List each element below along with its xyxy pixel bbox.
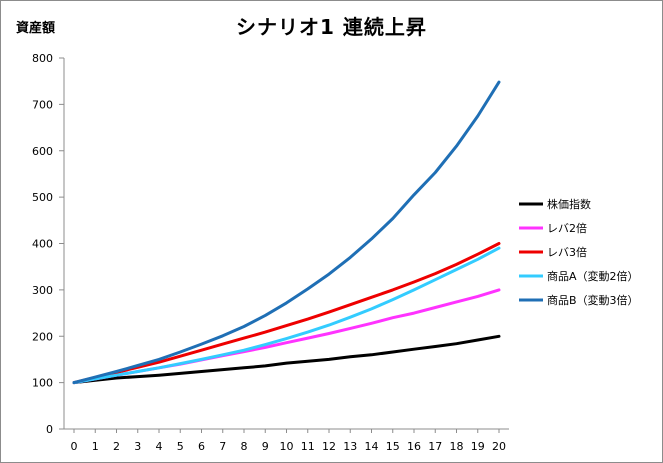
series-line-4 bbox=[72, 246, 501, 385]
x-tick-label: 7 bbox=[219, 440, 226, 453]
x-tick-label: 5 bbox=[177, 440, 184, 453]
y-tick-label: 800 bbox=[32, 52, 53, 65]
x-tick-label: 20 bbox=[492, 440, 506, 453]
x-tick-label: 2 bbox=[113, 440, 120, 453]
y-tick-label: 300 bbox=[32, 284, 53, 297]
x-tick-label: 4 bbox=[156, 440, 163, 453]
y-axis-label: 資産額 bbox=[16, 21, 56, 36]
legend-label-2: レバ2倍 bbox=[547, 221, 587, 235]
x-tick-label: 0 bbox=[71, 440, 78, 453]
legend-label-4: 商品A（変動2倍） bbox=[547, 269, 639, 283]
y-tick-label: 700 bbox=[32, 98, 53, 111]
legend-label-5: 商品B（変動3倍） bbox=[547, 293, 639, 307]
x-tick-label: 14 bbox=[365, 440, 379, 453]
y-tick-label: 100 bbox=[32, 377, 53, 390]
x-tick-label: 1 bbox=[92, 440, 99, 453]
y-tick-label: 0 bbox=[46, 423, 53, 436]
chart-title: シナリオ1 連続上昇 bbox=[236, 15, 427, 39]
legend-label-1: 株価指数 bbox=[547, 197, 591, 211]
y-tick-label: 600 bbox=[32, 145, 53, 158]
series-line-5 bbox=[72, 80, 501, 385]
series-line-3 bbox=[72, 242, 501, 385]
x-tick-label: 15 bbox=[386, 440, 400, 453]
x-tick-label: 16 bbox=[407, 440, 421, 453]
x-tick-label: 18 bbox=[450, 440, 464, 453]
x-tick-label: 17 bbox=[428, 440, 442, 453]
x-tick-label: 19 bbox=[471, 440, 485, 453]
x-tick-label: 3 bbox=[134, 440, 141, 453]
x-tick-label: 11 bbox=[301, 440, 315, 453]
y-tick-label: 400 bbox=[32, 238, 53, 251]
x-tick-label: 9 bbox=[262, 440, 269, 453]
x-tick-label: 10 bbox=[280, 440, 294, 453]
x-tick-label: 6 bbox=[198, 440, 205, 453]
x-tick-label: 12 bbox=[322, 440, 336, 453]
legend-label-3: レバ3倍 bbox=[547, 245, 587, 259]
x-tick-label: 13 bbox=[343, 440, 357, 453]
y-tick-label: 500 bbox=[32, 191, 53, 204]
series-line-1 bbox=[72, 334, 501, 385]
y-tick-label: 200 bbox=[32, 330, 53, 343]
x-tick-label: 8 bbox=[241, 440, 248, 453]
